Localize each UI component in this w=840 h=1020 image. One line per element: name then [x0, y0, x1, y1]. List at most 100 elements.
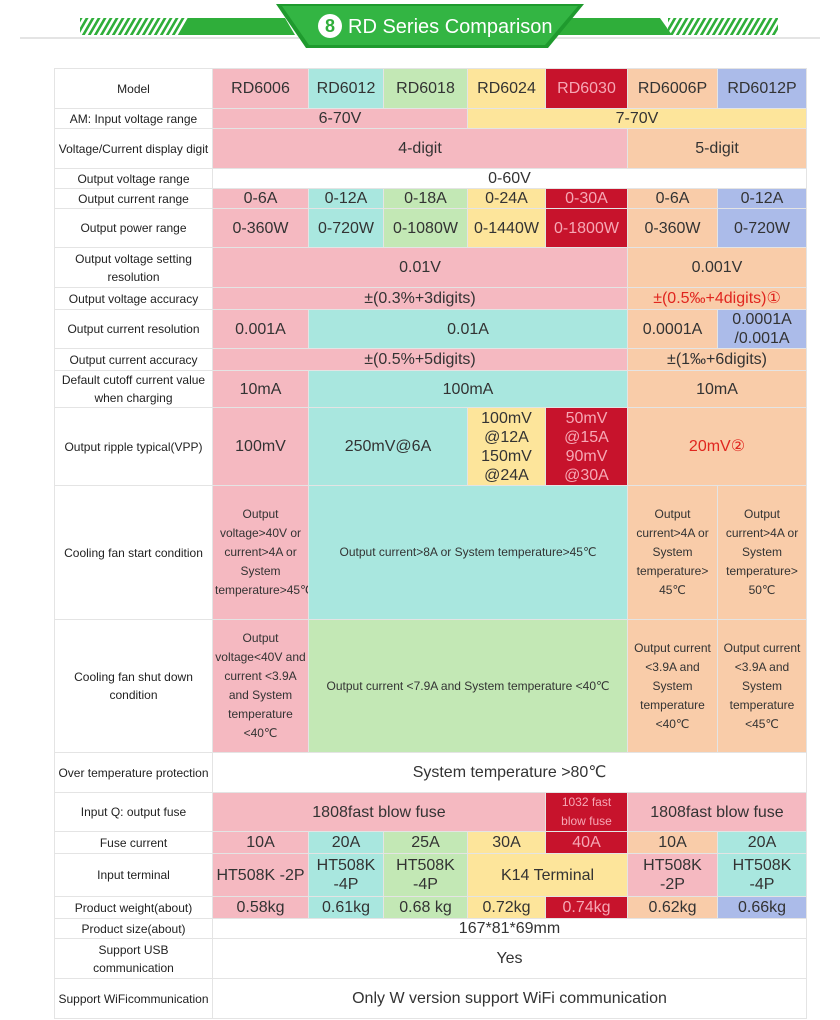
table-cell: 0.68 kg [383, 896, 468, 919]
table-cell: 0-30A [545, 188, 628, 209]
badge-number: 8 [325, 16, 335, 36]
row-label: Output voltage setting resolution [54, 247, 213, 288]
table-cell: 1808fast blow fuse [627, 792, 807, 832]
table-cell: 0-1440W [467, 208, 546, 248]
table-row: Output voltage range 0-60V [54, 168, 807, 189]
table-cell: RD6012 [308, 68, 384, 109]
table-cell: 10mA [627, 370, 807, 408]
table-cell: HT508K -4P [717, 853, 807, 897]
table-row: Input terminal HT508K -2P HT508K -4P HT508K… [54, 853, 807, 897]
table-row: Over temperature protection System temper… [54, 752, 807, 793]
table-cell: HT508K -2P [212, 853, 309, 897]
row-label: Support USB communication [54, 938, 213, 979]
table-row: Model RD6006 RD6012 RD6018 RD6024 RD6030 RD600… [54, 68, 807, 109]
table-cell: Output current>4A or System temperature>… [717, 485, 807, 620]
row-label: Output current resolution [54, 309, 213, 349]
table-cell: 0.01A [308, 309, 628, 349]
table-cell: Output current>8A or System temperature>… [308, 485, 628, 620]
table-cell: 0.01V [212, 247, 628, 288]
row-label: Output voltage accuracy [54, 287, 213, 310]
table-cell: 0-12A [308, 188, 384, 209]
row-label: Cooling fan start condition [54, 485, 213, 620]
wing-right [548, 18, 672, 35]
table-cell: 20A [308, 831, 384, 854]
table-cell: 5-digit [627, 128, 807, 169]
table-cell: 30A [467, 831, 546, 854]
row-label: Input Q: output fuse [54, 792, 213, 832]
row-label: Product weight(about) [54, 896, 213, 919]
table-cell: 0-720W [308, 208, 384, 248]
banner-title: RD Series Comparison [348, 16, 553, 38]
table-cell: RD6006P [627, 68, 718, 109]
table-cell: 0-6A [627, 188, 718, 209]
table-row: Output current accuracy ±(0.5%+5digits) ±(… [54, 348, 807, 371]
row-label: Output power range [54, 208, 213, 248]
table-cell: 0.0001A [627, 309, 718, 349]
table-row: Input Q: output fuse 1808fast blow fuse 10… [54, 792, 807, 832]
wing-left [180, 18, 295, 35]
table-row: Output current resolution 0.001A 0.01A 0.00… [54, 309, 807, 349]
table-cell: K14 Terminal [467, 853, 628, 897]
table-cell: 20A [717, 831, 807, 854]
stripes-right [668, 18, 778, 35]
table-cell: 0.001V [627, 247, 807, 288]
table-row: Output voltage setting resolution 0.01V 0.… [54, 247, 807, 288]
banner-inner [282, 6, 578, 45]
table-cell: 20mV② [627, 407, 807, 486]
table-cell: 10mA [212, 370, 309, 408]
table-row: Cooling fan start condition Output voltag… [54, 485, 807, 620]
table-cell: 0.0001A /0.001A [717, 309, 807, 349]
table-cell: HT508K -2P [627, 853, 718, 897]
table-cell: ±(0.5‰+4digits)① [627, 287, 807, 310]
table-cell: 250mV@6A [308, 407, 468, 486]
table-cell: 0-6A [212, 188, 309, 209]
table-cell: Output current <3.9A and System temperat… [717, 619, 807, 753]
table-cell: 0-24A [467, 188, 546, 209]
table-cell: Output voltage>40V or current>4A or Syst… [212, 485, 309, 620]
row-label: Cooling fan shut down condition [54, 619, 213, 753]
table-cell: 6-70V [212, 108, 468, 129]
table-cell: Output current>4A or System temperature>… [627, 485, 718, 620]
row-label: Default cutoff current value when chargi… [54, 370, 213, 408]
row-label: Model [54, 68, 213, 109]
table-row: Support USB communication Yes [54, 938, 807, 979]
table-row: Product weight(about) 0.58kg 0.61kg 0.68 kg… [54, 896, 807, 919]
table-cell: ±(0.5%+5digits) [212, 348, 628, 371]
table-row: Output power range 0-360W 0-720W 0-1080W 0-1… [54, 208, 807, 248]
table-cell: 7-70V [467, 108, 807, 129]
table-cell: RD6018 [383, 68, 468, 109]
table-row: Output ripple typical(VPP) 100mV 250mV@6A 1… [54, 407, 807, 486]
table-cell: HT508K -4P [383, 853, 468, 897]
table-cell: 1032 fast blow fuse [545, 792, 628, 832]
row-label: Output current range [54, 188, 213, 209]
table-cell: RD6006 [212, 68, 309, 109]
table-cell: 0.62kg [627, 896, 718, 919]
table-cell: 1808fast blow fuse [212, 792, 546, 832]
table-cell: 0-60V [212, 168, 807, 189]
badge [318, 14, 342, 38]
row-label: Output ripple typical(VPP) [54, 407, 213, 486]
table-cell: Only W version support WiFi communicatio… [212, 978, 807, 1019]
table-cell: 10A [627, 831, 718, 854]
table-cell: Output voltage<40V and current <3.9A and… [212, 619, 309, 753]
table-row: Voltage/Current display digit 4-digit 5-di… [54, 128, 807, 169]
row-label: Support WiFicommunication [54, 978, 213, 1019]
table-cell: 100mV [212, 407, 309, 486]
table-row: Default cutoff current value when chargi… [54, 370, 807, 408]
table-cell: System temperature >80℃ [212, 752, 807, 793]
banner: 8 RD Series Comparison [20, 4, 820, 48]
row-label: Output voltage range [54, 168, 213, 189]
table-cell: 0.61kg [308, 896, 384, 919]
table-row: Output current range 0-6A 0-12A 0-18A 0-24A 0… [54, 188, 807, 209]
table-row: Cooling fan shut down condition Output vo… [54, 619, 807, 753]
table-cell: 0.001A [212, 309, 309, 349]
table-cell: 0.66kg [717, 896, 807, 919]
table-cell: 0-360W [212, 208, 309, 248]
table-cell: 0-720W [717, 208, 807, 248]
table-row: Support WiFicommunication Only W version … [54, 978, 807, 1019]
table-cell: Output current <7.9A and System temperat… [308, 619, 628, 753]
table-cell: 0.72kg [467, 896, 546, 919]
table-cell: 10A [212, 831, 309, 854]
table-row: AM: Input voltage range 6-70V 7-70V [54, 108, 807, 129]
